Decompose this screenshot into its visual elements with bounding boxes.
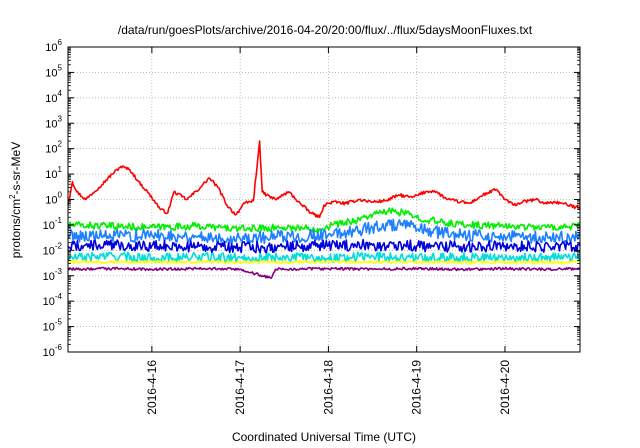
series-line-7: [67, 266, 581, 280]
y-axis-title: protons/cm2-s-sr-MeV: [8, 142, 23, 258]
y-tick-label: 106: [45, 38, 62, 54]
series-line-1: [67, 140, 581, 219]
y-tick-label: 103: [45, 114, 62, 130]
series-line-6: [67, 259, 581, 265]
series-group: [67, 140, 581, 280]
x-axis-title: Coordinated Universal Time (UTC): [232, 430, 416, 444]
series-line-4: [67, 218, 581, 245]
y-tick-label: 10-6: [43, 343, 63, 359]
series-line-2: [67, 207, 581, 233]
y-tick-label: 105: [45, 63, 62, 79]
x-tick-label: 2016-4-16: [145, 360, 159, 415]
grid: [68, 47, 580, 352]
y-tick-label: 102: [45, 140, 62, 156]
y-tick-labels: 10-6 10-5 10-4 10-3 10-2 10-1 100 101 102 103 104 1…: [43, 38, 63, 359]
y-tick-label: 104: [45, 89, 62, 105]
series-line-3: [67, 251, 581, 264]
tick-marks: [68, 46, 580, 353]
x-tick-labels: 2016-4-16 2016-4-17 2016-4-18 2016-4-19 2016…: [145, 360, 512, 415]
y-tick-label: 100: [45, 191, 62, 207]
x-tick-label: 2016-4-18: [321, 360, 335, 415]
chart-title: /data/run/goesPlots/archive/2016-04-20/2…: [118, 23, 533, 37]
y-tick-label: 10-5: [43, 318, 63, 334]
x-tick-label: 2016-4-20: [498, 360, 512, 415]
y-tick-label: 10-3: [43, 267, 63, 283]
y-tick-label: 10-1: [43, 216, 63, 232]
series-line-5: [67, 238, 581, 254]
y-tick-label: 10-4: [43, 292, 63, 308]
x-tick-label: 2016-4-19: [410, 360, 424, 415]
y-tick-label: 101: [45, 165, 62, 181]
y-tick-label: 10-2: [43, 241, 63, 257]
x-tick-label: 2016-4-17: [233, 360, 247, 415]
